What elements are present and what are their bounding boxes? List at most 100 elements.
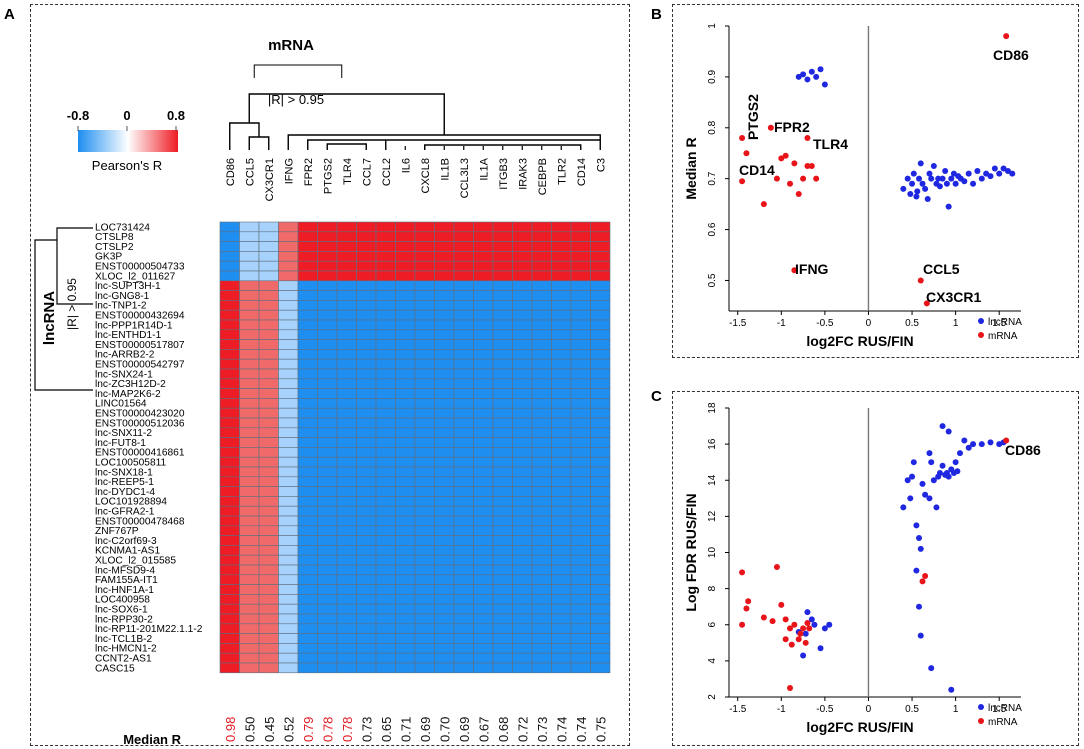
mrna-point	[788, 641, 795, 648]
lncrna-point	[821, 625, 828, 632]
lncrna-point	[817, 645, 824, 652]
lncrna-point	[909, 473, 916, 480]
y-tick-label: 0.5	[707, 273, 718, 287]
lncrna-point	[800, 652, 807, 659]
lncrna-point	[1004, 168, 1011, 175]
column-label: IRAK3	[517, 158, 529, 190]
median-r-value: 0.69	[418, 717, 433, 742]
mrna-point	[787, 684, 794, 691]
column-dendrogram-branch	[326, 143, 367, 150]
lncrna-point	[917, 545, 924, 552]
y-axis-title: Log FDR RUS/FIN	[683, 493, 699, 611]
lncrna-point	[900, 504, 907, 511]
column-label: FPR2	[303, 158, 315, 186]
lncrna-point	[952, 459, 959, 466]
lncrna-point	[936, 183, 943, 190]
row-label: CTSLP2	[95, 242, 134, 253]
lncrna-point	[930, 477, 937, 484]
lncrna-point	[795, 73, 802, 80]
point-annotation: CD86	[993, 47, 1029, 63]
x-tick-label: 0.5	[905, 704, 919, 715]
row-dendrogram-branch	[34, 239, 93, 391]
mrna-point	[778, 601, 785, 608]
legend-marker	[978, 318, 984, 324]
column-label: CD14	[576, 158, 588, 186]
lncrna-point	[961, 178, 968, 185]
row-label: lnc-SUPT3H-1	[95, 281, 161, 292]
row-label: lnc-FUT8-1	[95, 438, 146, 449]
median-r-value: 0.65	[379, 717, 394, 742]
heatmap-title: mRNA	[268, 37, 314, 54]
lncrna-point	[910, 170, 917, 177]
lncrna-point	[813, 73, 820, 80]
lncrna-point	[916, 535, 923, 542]
row-label: CASC15	[95, 663, 135, 674]
x-tick-label: -1.5	[729, 318, 747, 329]
median-r-value: 0.67	[476, 717, 491, 742]
row-label: GK3P	[95, 252, 122, 263]
column-label: IL6	[400, 158, 412, 173]
row-label: lnc-TNP1-2	[95, 301, 147, 312]
mrna-point	[773, 563, 780, 570]
row-label: KCNMA1-AS1	[95, 546, 160, 557]
lncrna-point	[919, 480, 926, 487]
row-label: ENST00000478468	[95, 516, 185, 527]
median-r-value: 0.98	[223, 717, 238, 742]
lncrna-point	[928, 175, 935, 182]
column-label: CXCL8	[420, 158, 432, 193]
lncrna-point	[919, 180, 926, 187]
y-tick-label: 0.7	[707, 171, 718, 185]
lncrna-point	[952, 180, 959, 187]
row-label: LOC101928894	[95, 497, 167, 508]
row-label: lnc-TCL1B-2	[95, 634, 153, 645]
lncrna-point	[1000, 165, 1007, 172]
row-label: ENST00000517807	[95, 340, 185, 351]
row-label: lnc-HNF1A-1	[95, 585, 154, 596]
mrna-point	[769, 618, 776, 625]
lncrna-point	[970, 441, 977, 448]
lncrna-point	[935, 175, 942, 182]
row-label: lnc-GNG8-1	[95, 291, 150, 302]
column-label: CCL7	[361, 158, 373, 186]
lncrna-point	[950, 170, 957, 177]
mrna-point	[791, 160, 798, 167]
x-tick-label: 1.5	[992, 318, 1006, 329]
column-label: IL1A	[478, 157, 490, 180]
mrna-point	[767, 124, 774, 131]
lncrna-point	[948, 686, 955, 693]
x-tick-label: -1.5	[729, 704, 747, 715]
row-label: lnc-PPP1R14D-1	[95, 320, 173, 331]
x-axis-title: log2FC RUS/FIN	[806, 719, 913, 735]
lncrna-point	[917, 160, 924, 167]
row-label: lnc-DYDC1-4	[95, 487, 155, 498]
mrna-point	[743, 150, 750, 157]
row-label: LOC100505811	[95, 458, 167, 469]
panel-b-frame	[672, 4, 1079, 358]
mrna-point	[760, 201, 767, 208]
row-label: lnc-SNX24-1	[95, 369, 153, 380]
lncrna-point	[804, 76, 811, 83]
lncrna-point	[826, 621, 833, 628]
column-label: PTGS2	[322, 158, 334, 194]
y-tick-label: 6	[707, 622, 718, 628]
mrna-point	[804, 162, 811, 169]
lncrna-point	[943, 180, 950, 187]
row-label: lnc-ARRB2-2	[95, 350, 155, 361]
mrna-point	[743, 605, 750, 612]
lncrna-point	[991, 165, 998, 172]
lncrna-point	[924, 196, 931, 203]
row-axis-label: lncRNA	[41, 291, 58, 345]
y-tick-label: 10	[707, 547, 718, 559]
lncrna-point	[800, 71, 807, 78]
row-label: ENST00000542797	[95, 360, 185, 371]
row-label: ENST00000423020	[95, 409, 185, 420]
mrna-point	[813, 175, 820, 182]
lncrna-point	[945, 203, 952, 210]
lncrna-point	[978, 175, 985, 182]
column-dendrogram-branch	[248, 93, 445, 135]
lncrna-point	[922, 491, 929, 498]
lncrna-point	[804, 609, 811, 616]
median-r-value: 0.73	[535, 717, 550, 742]
